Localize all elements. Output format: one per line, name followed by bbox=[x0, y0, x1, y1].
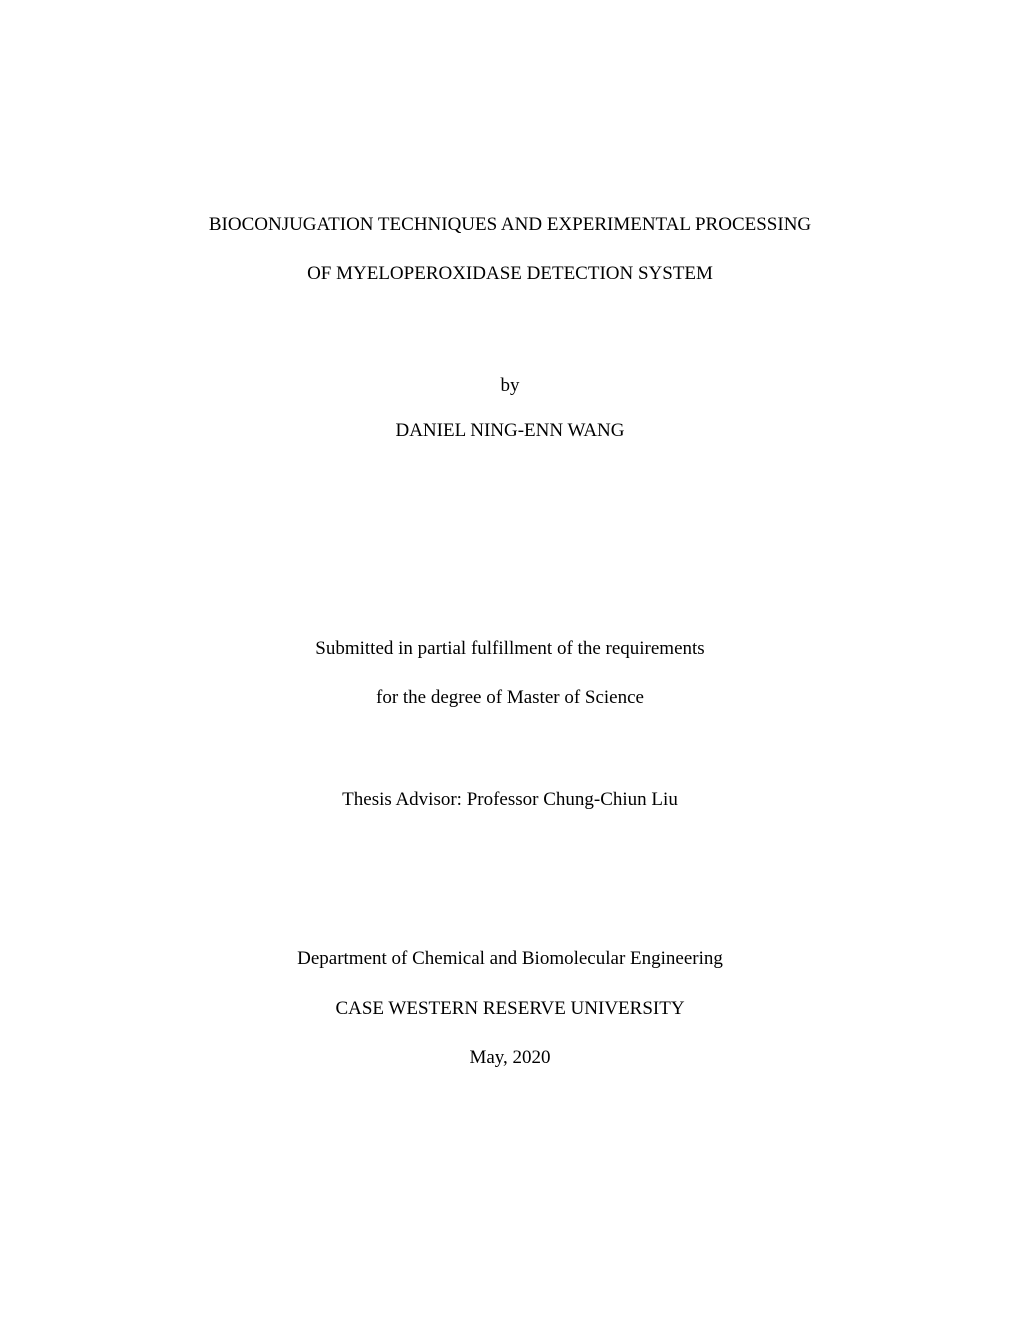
by-label: by bbox=[130, 363, 890, 409]
thesis-title-page: BIOCONJUGATION TECHNIQUES AND EXPERIMENT… bbox=[0, 0, 1020, 1320]
advisor-line: Thesis Advisor: Professor Chung-Chiun Li… bbox=[130, 775, 890, 824]
department-block: Department of Chemical and Biomolecular … bbox=[130, 934, 890, 1082]
author-name: DANIEL NING-ENN WANG bbox=[130, 408, 890, 454]
fulfillment-line-1: Submitted in partial fulfillment of the … bbox=[130, 624, 890, 673]
fulfillment-block: Submitted in partial fulfillment of the … bbox=[130, 624, 890, 723]
university-line: CASE WESTERN RESERVE UNIVERSITY bbox=[130, 984, 890, 1033]
title-line-2: OF MYELOPEROXIDASE DETECTION SYSTEM bbox=[130, 249, 890, 298]
byline-block: by DANIEL NING-ENN WANG bbox=[130, 363, 890, 454]
date-line: May, 2020 bbox=[130, 1033, 890, 1082]
fulfillment-line-2: for the degree of Master of Science bbox=[130, 673, 890, 722]
advisor-block: Thesis Advisor: Professor Chung-Chiun Li… bbox=[130, 775, 890, 824]
department-line: Department of Chemical and Biomolecular … bbox=[130, 934, 890, 983]
title-line-1: BIOCONJUGATION TECHNIQUES AND EXPERIMENT… bbox=[130, 200, 890, 249]
title-block: BIOCONJUGATION TECHNIQUES AND EXPERIMENT… bbox=[130, 200, 890, 299]
